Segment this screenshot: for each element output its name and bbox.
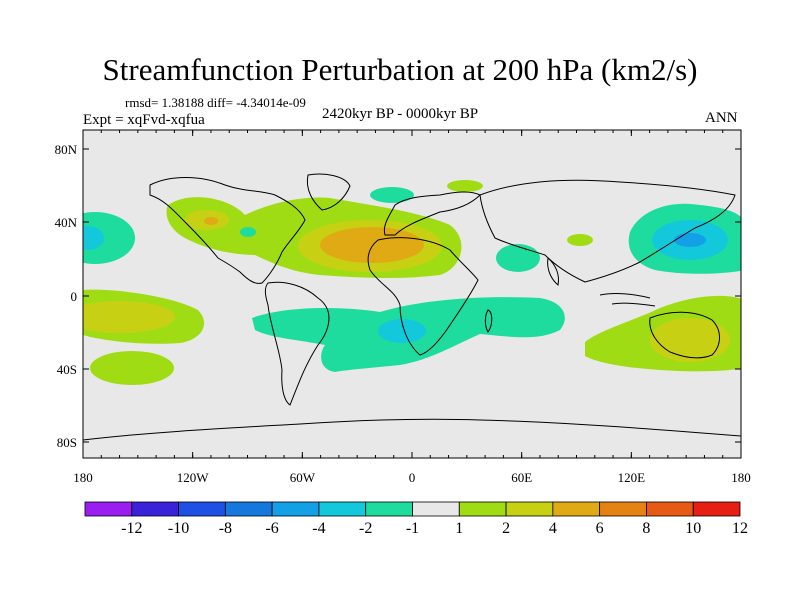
colorbar-box — [365, 501, 413, 517]
x-tick-label: 60E — [511, 470, 532, 485]
coastline-europe — [383, 191, 481, 236]
contour-region — [83, 212, 135, 264]
colorbar-label: 4 — [549, 520, 557, 537]
period-label: 2420kyr BP - 0000kyr BP — [322, 106, 479, 122]
colorbar-label: 1 — [455, 520, 463, 537]
contour-region — [370, 187, 414, 203]
colorbar-label: -6 — [265, 520, 278, 537]
contour-region — [447, 180, 483, 192]
colorbar-label: 6 — [596, 520, 604, 537]
y-tick-label: 0 — [71, 289, 78, 304]
colorbar-box — [412, 501, 460, 517]
coastline-india — [547, 257, 559, 286]
contour-region — [378, 319, 426, 343]
season-label: ANN — [705, 110, 738, 126]
x-tick-label: 0 — [409, 470, 416, 485]
y-tick-label: 40S — [57, 362, 77, 377]
coastline-greenland — [306, 173, 351, 211]
coastline-antarctica — [83, 418, 741, 441]
coastline-australia — [649, 311, 720, 359]
colorbar-label: 8 — [642, 520, 650, 537]
colorbar-box — [646, 501, 694, 517]
y-tick-label: 80S — [57, 435, 77, 450]
colorbar-labels: -12 -10 -8 -6 -4 -2 -1 1 2 4 6 8 10 12 — [121, 520, 748, 537]
x-axis-labels: 180 120W 60W 0 60E 120E 180 — [73, 470, 751, 485]
colorbar-label: -8 — [219, 520, 232, 537]
x-tick-label: 60W — [290, 470, 316, 485]
contour-region — [674, 233, 706, 247]
colorbar — [84, 501, 741, 517]
contour-region — [567, 234, 593, 246]
contour-fields — [83, 180, 741, 385]
colorbar-label: 2 — [502, 520, 510, 537]
colorbar-label: -4 — [312, 520, 325, 537]
colorbar-box — [458, 501, 507, 517]
coastline-madagascar — [484, 309, 493, 333]
contour-region — [204, 217, 218, 225]
coastlines — [83, 173, 741, 441]
colorbar-box — [271, 501, 320, 517]
x-tick-label: 180 — [73, 470, 93, 485]
x-tick-label: 120E — [618, 470, 646, 485]
coastline-africa — [367, 237, 479, 356]
contour-region — [83, 301, 175, 333]
coastline-south-america — [264, 281, 330, 406]
map-background — [83, 130, 741, 458]
y-tick-label: 40N — [55, 215, 78, 230]
y-axis-labels: 80N 40N 0 40S 80S — [55, 142, 78, 450]
x-tick-label: 120W — [177, 470, 210, 485]
colorbar-box — [505, 501, 554, 517]
contour-region — [240, 227, 256, 237]
colorbar-label: 10 — [685, 520, 701, 537]
axis-ticks — [82, 130, 742, 458]
colorbar-box — [692, 501, 741, 517]
y-tick-label: 80N — [55, 142, 78, 157]
colorbar-box — [552, 501, 601, 517]
colorbar-box — [178, 501, 226, 517]
colorbar-box — [131, 501, 179, 517]
experiment-label: Expt = xqFvd-xqfua — [83, 112, 205, 128]
coastline-north-america — [149, 177, 306, 284]
colorbar-box — [318, 501, 367, 517]
colorbar-label: 12 — [732, 520, 748, 537]
contour-region — [650, 318, 730, 362]
colorbar-label: -12 — [121, 520, 142, 537]
contour-region — [496, 244, 540, 272]
stats-text: rmsd= 1.38188 diff= -4.34014e-09 — [125, 95, 306, 110]
coastline-indonesia — [599, 293, 656, 307]
contour-region — [83, 226, 104, 250]
colorbar-box — [599, 501, 647, 517]
contour-region — [90, 351, 174, 385]
chart-title: Streamfunction Perturbation at 200 hPa (… — [102, 52, 698, 87]
colorbar-label: -2 — [359, 520, 372, 537]
contour-region — [320, 227, 424, 263]
colorbar-label: -1 — [406, 520, 419, 537]
colorbar-box — [84, 501, 133, 517]
colorbar-label: -10 — [168, 520, 189, 537]
x-tick-label: 180 — [731, 470, 751, 485]
colorbar-box — [224, 501, 273, 517]
coastline-asia — [479, 179, 736, 283]
